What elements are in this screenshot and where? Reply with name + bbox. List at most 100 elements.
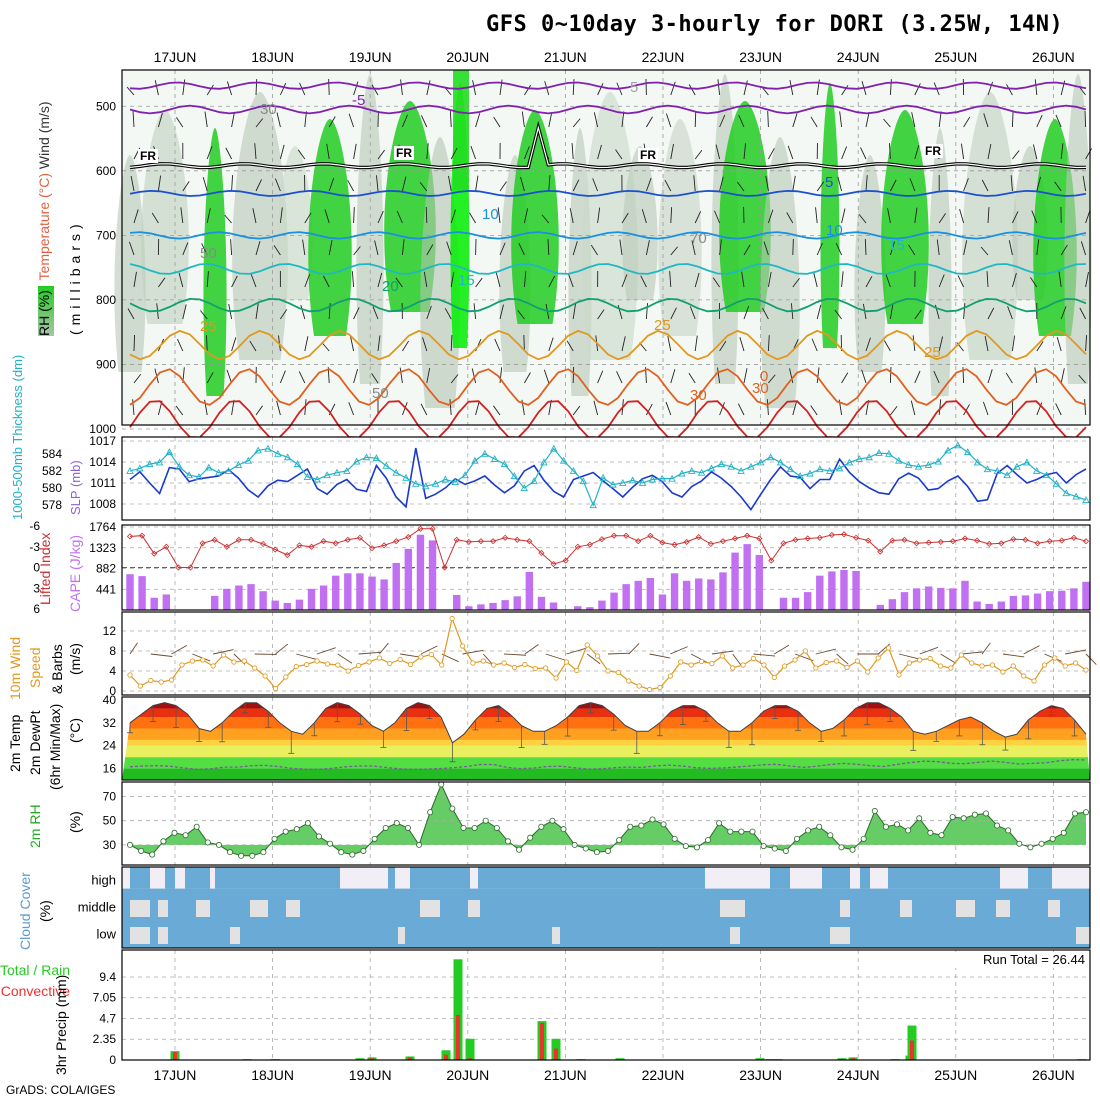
wind-barb (987, 307, 995, 320)
wind-barb (495, 272, 501, 288)
wind-barb (664, 179, 672, 192)
wind-barb (130, 175, 135, 192)
wind-speed-marker (480, 658, 486, 664)
wind-barb (150, 653, 173, 657)
thickness-marker (944, 446, 952, 454)
li-tick-label: 0 (33, 561, 40, 575)
temp-label-3: (6hr Min/Max) (47, 704, 63, 790)
rh-marker (460, 824, 467, 831)
cape-bar (477, 604, 485, 610)
wind-barb (792, 113, 798, 128)
rh-shade (760, 137, 800, 408)
cloud-gap (840, 900, 850, 917)
contour-label: FR (140, 149, 156, 163)
rh2m-panel: 30 50 70 (103, 781, 1091, 866)
wind-barb (523, 335, 525, 352)
thickness-marker (658, 474, 666, 482)
wind-barb (226, 369, 233, 384)
li-marker (175, 564, 182, 571)
wind-barb (1085, 653, 1097, 665)
wind-barb (276, 400, 281, 416)
wind-barb (200, 310, 208, 320)
slp-tick-label: 1008 (89, 497, 116, 511)
contour-label: FR (925, 144, 941, 158)
rh-shade (962, 92, 1018, 360)
thickness-marker (865, 453, 873, 461)
thickness-marker (451, 478, 459, 486)
wind-barb (621, 274, 628, 288)
temp-band (122, 717, 1090, 729)
rh2m-frame (121, 781, 1091, 866)
contour-label: 15 (458, 272, 475, 289)
cape-bar (259, 591, 267, 610)
wind-barb (938, 336, 944, 352)
li-marker (514, 536, 521, 543)
wind-speed-marker (646, 686, 653, 693)
li-marker (199, 540, 206, 547)
wind-barb (792, 175, 796, 192)
wind-barb (586, 653, 601, 665)
wind-barb (298, 371, 306, 384)
li-marker (768, 557, 775, 564)
li-marker (126, 533, 134, 540)
cape-bar (319, 585, 328, 610)
wind-barb (543, 369, 550, 384)
wind-barb (816, 304, 822, 320)
thickness-marker (609, 480, 617, 488)
wind-barb (401, 176, 407, 192)
li-marker (465, 538, 472, 545)
wind-barb (963, 303, 966, 320)
li-marker (949, 538, 956, 545)
wind-speed-marker (283, 674, 289, 680)
wind-barb (889, 303, 894, 320)
cape-bar (973, 601, 981, 610)
thickness-marker (1023, 458, 1031, 466)
thickness-marker (835, 464, 844, 472)
wind-barb (719, 239, 722, 256)
wind-barb (670, 369, 676, 384)
wind-speed-marker (595, 653, 601, 659)
wind-barb (1006, 84, 1013, 96)
wind-barb (524, 644, 539, 655)
wind-barb (645, 240, 650, 256)
wind-barb (1036, 402, 1043, 416)
thickness-marker (559, 456, 568, 464)
wind-barb (379, 642, 389, 655)
wind-barb (646, 116, 653, 128)
rh-marker (249, 852, 256, 859)
rh-marker (849, 846, 856, 853)
cloud-gap (286, 900, 300, 917)
precip-convective-bar (408, 1057, 412, 1060)
temp-band (122, 757, 1090, 769)
cape-bar (646, 578, 655, 610)
wind-speed-marker (262, 673, 268, 679)
footer-credit: GrADS: COLA/IGES (6, 1083, 116, 1097)
rh-marker (982, 810, 989, 817)
cape-bar (513, 596, 521, 610)
wind-barb (545, 653, 565, 661)
wind-barb (482, 653, 494, 666)
wind-speed-marker (1031, 678, 1037, 684)
wind-barb (462, 649, 484, 655)
wind-barb (693, 175, 696, 192)
thickness-marker (500, 460, 509, 468)
temp-band (122, 745, 1090, 758)
wind-barb (158, 277, 166, 288)
wind-barb (688, 372, 696, 384)
wind-tick-label: 8 (109, 644, 116, 658)
rh-marker (538, 823, 545, 830)
contour-label: FR (396, 146, 412, 160)
wind-speed-marker (553, 675, 559, 681)
wind-barb (890, 179, 897, 192)
wind-speed-marker (1041, 662, 1048, 668)
cloud-gap (720, 900, 745, 917)
wind-barb (719, 340, 727, 352)
wind-speed-marker (865, 669, 871, 675)
day-label-bottom: 22JUN (642, 1067, 685, 1083)
contour-label: 10 (826, 222, 843, 239)
wind-barb (861, 369, 867, 384)
wind-barb (961, 651, 984, 655)
wind-barbs-label: & Barbs (49, 644, 65, 694)
wind-barb (572, 241, 578, 256)
wind-barb (1011, 211, 1019, 224)
